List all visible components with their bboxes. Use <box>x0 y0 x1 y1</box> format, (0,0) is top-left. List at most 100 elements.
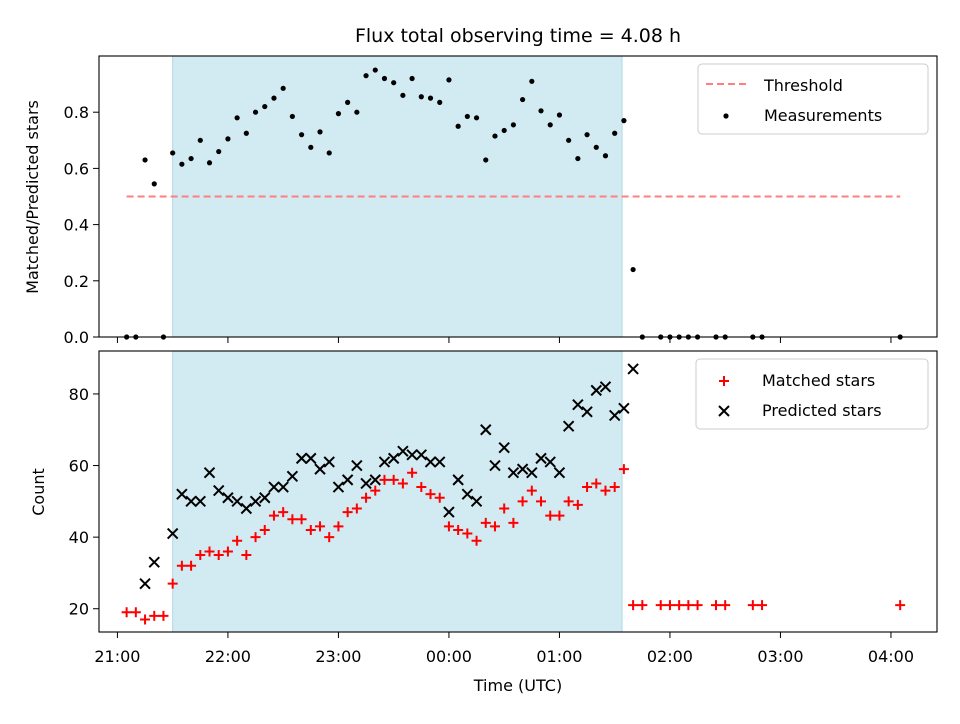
measurement-point <box>547 122 553 128</box>
x-tick-label: 03:00 <box>757 647 803 666</box>
predicted-star-marker <box>480 424 492 436</box>
matched-star-marker <box>195 550 206 561</box>
matched-star-marker <box>204 546 215 557</box>
predicted-star-marker <box>332 481 345 493</box>
y-tick-label: 0.4 <box>64 216 89 235</box>
matched-star-marker <box>425 489 436 500</box>
matched-star-marker <box>600 485 611 496</box>
matched-star-marker <box>296 514 307 525</box>
predicted-star-marker <box>323 456 335 468</box>
measurement-point <box>409 75 415 82</box>
measurement-point <box>575 155 581 162</box>
marks-layer <box>121 67 906 625</box>
matched-star-marker <box>664 600 675 611</box>
predicted-star-marker <box>489 459 501 472</box>
predicted-star-marker <box>295 452 308 465</box>
predicted-star-marker <box>249 495 262 508</box>
matched-star-marker <box>453 524 464 535</box>
predicted-star-marker <box>387 452 400 465</box>
predicted-star-marker <box>185 495 197 508</box>
measurement-point <box>400 92 406 98</box>
matched-star-marker <box>720 600 731 611</box>
measurement-point <box>225 136 231 142</box>
matched-star-marker <box>158 610 169 621</box>
measurement-point <box>556 112 563 118</box>
matched-star-marker <box>167 578 178 589</box>
measurement-point <box>298 132 305 138</box>
predicted-star-marker <box>314 463 326 475</box>
legend-label: Threshold <box>763 76 843 95</box>
predicted-star-marker <box>397 445 409 457</box>
measurement-point <box>216 148 222 155</box>
matched-star-marker <box>609 482 620 493</box>
matched-star-marker <box>121 607 132 618</box>
measurement-point <box>363 73 369 79</box>
predicted-star-marker <box>286 470 299 482</box>
predicted-star-marker <box>148 556 160 568</box>
matched-star-marker <box>333 521 344 532</box>
predicted-star-marker <box>360 477 372 490</box>
matched-star-marker <box>370 485 381 496</box>
matched-star-marker <box>259 524 270 535</box>
matched-star-marker <box>324 532 335 543</box>
matched-star-marker <box>480 517 491 528</box>
matched-star-marker <box>416 482 427 493</box>
legend-predicted-swatch <box>718 405 730 417</box>
x-axis-label: Time (UTC) <box>473 676 562 695</box>
legend-measurement-swatch <box>723 113 729 119</box>
matched-star-marker <box>554 510 565 521</box>
predicted-star-marker <box>194 495 207 508</box>
y-tick-label: 60 <box>69 457 89 476</box>
predicted-star-marker <box>516 463 529 475</box>
matched-star-marker <box>526 485 537 496</box>
x-tick-label: 21:00 <box>94 647 140 666</box>
matched-star-marker <box>149 610 160 621</box>
predicted-star-marker <box>176 488 188 500</box>
matched-star-marker <box>176 560 187 571</box>
measurement-point <box>538 108 544 114</box>
measurement-point <box>206 160 213 166</box>
legend-matched-swatch <box>719 376 729 386</box>
measurement-point <box>308 144 314 150</box>
predicted-star-marker <box>553 466 566 479</box>
predicted-star-marker <box>470 495 483 508</box>
predicted-star-marker <box>424 456 437 468</box>
measurement-point <box>602 153 609 159</box>
predicted-star-marker <box>608 409 621 422</box>
matched-star-marker <box>361 492 372 503</box>
legend-label: Predicted stars <box>762 401 882 420</box>
predicted-star-marker <box>452 474 464 486</box>
measurement-point <box>501 127 507 134</box>
matched-star-marker <box>683 600 694 611</box>
measurement-point <box>354 109 360 115</box>
measurement-point <box>391 80 397 86</box>
measurement-point <box>197 137 203 143</box>
measurement-point <box>252 109 259 115</box>
measurement-point <box>483 157 489 163</box>
matched-star-marker <box>692 600 703 611</box>
matched-star-marker <box>351 503 362 514</box>
matched-star-marker <box>710 600 721 611</box>
matched-star-marker <box>757 600 768 611</box>
predicted-star-marker <box>231 495 243 508</box>
matched-star-marker <box>637 600 648 611</box>
predicted-star-marker <box>581 406 593 418</box>
measurement-point <box>427 95 434 101</box>
legend-label: Matched stars <box>762 371 875 390</box>
measurement-point <box>262 103 268 110</box>
matched-star-marker <box>563 496 574 507</box>
matched-star-marker <box>674 600 685 611</box>
matched-star-marker <box>241 550 252 561</box>
measurement-point <box>492 133 498 139</box>
matched-star-marker <box>434 492 445 503</box>
matched-star-marker <box>545 510 556 521</box>
predicted-star-marker <box>627 363 639 375</box>
predicted-star-marker <box>203 466 216 479</box>
matched-star-marker <box>388 474 399 485</box>
matched-star-marker <box>895 600 906 611</box>
predicted-star-marker <box>369 474 381 486</box>
predicted-star-marker <box>351 459 363 472</box>
matched-star-marker <box>489 521 500 532</box>
predicted-star-marker <box>434 456 446 468</box>
text-layer: Flux total observing time = 4.08 h Match… <box>23 25 914 695</box>
